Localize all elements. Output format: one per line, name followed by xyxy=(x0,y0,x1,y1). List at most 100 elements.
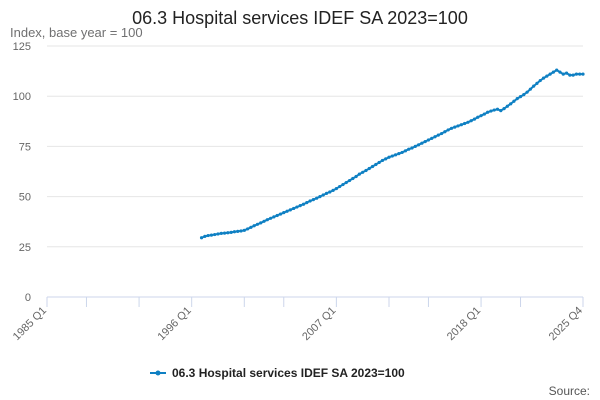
data-point-2024-Q4[interactable] xyxy=(568,73,572,77)
data-point-2014-Q3[interactable] xyxy=(433,135,437,139)
data-point-2016-Q2[interactable] xyxy=(456,124,460,128)
data-point-1998-Q3[interactable] xyxy=(222,231,227,235)
data-point-2008-Q1[interactable] xyxy=(347,178,352,183)
data-point-1998-Q1[interactable] xyxy=(216,232,220,236)
data-point-2020-Q2[interactable] xyxy=(509,102,513,106)
data-point-2005-Q4[interactable] xyxy=(318,195,322,199)
data-point-2013-Q2[interactable] xyxy=(416,143,421,147)
data-point-2009-Q2[interactable] xyxy=(364,168,368,173)
data-point-2006-Q1[interactable] xyxy=(321,193,325,197)
data-point-2023-Q3[interactable] xyxy=(551,70,556,74)
data-point-2002-Q2[interactable] xyxy=(272,215,276,219)
data-point-2018-Q2[interactable] xyxy=(482,112,486,116)
data-point-2012-Q2[interactable] xyxy=(403,149,408,153)
data-point-2017-Q4[interactable] xyxy=(476,115,480,119)
data-point-1999-Q4[interactable] xyxy=(239,229,243,233)
data-point-2019-Q2[interactable] xyxy=(495,107,500,111)
data-point-2018-Q1[interactable] xyxy=(479,114,483,118)
data-point-2003-Q3[interactable] xyxy=(288,208,292,212)
data-point-2010-Q3[interactable] xyxy=(380,158,385,163)
data-point-2003-Q1[interactable] xyxy=(282,211,286,215)
data-point-2015-Q3[interactable] xyxy=(446,128,450,132)
data-point-2002-Q1[interactable] xyxy=(269,216,273,220)
data-point-2015-Q4[interactable] xyxy=(449,126,454,130)
data-point-2013-Q1[interactable] xyxy=(413,144,417,148)
data-point-1999-Q1[interactable] xyxy=(229,230,233,234)
data-point-1998-Q2[interactable] xyxy=(219,231,223,235)
data-point-2000-Q4[interactable] xyxy=(252,224,256,228)
data-point-2025-Q3[interactable] xyxy=(578,72,582,76)
data-point-1996-Q4[interactable] xyxy=(199,236,204,240)
data-point-2004-Q2[interactable] xyxy=(298,204,302,208)
data-point-2001-Q4[interactable] xyxy=(265,218,269,222)
data-point-2023-Q1[interactable] xyxy=(545,74,549,78)
data-point-1999-Q3[interactable] xyxy=(236,229,240,233)
data-point-2013-Q3[interactable] xyxy=(420,141,424,145)
data-point-2012-Q4[interactable] xyxy=(410,146,414,150)
data-point-2024-Q3[interactable] xyxy=(564,71,569,75)
data-point-2014-Q2[interactable] xyxy=(430,136,434,140)
data-point-2024-Q1[interactable] xyxy=(558,70,562,74)
data-point-2007-Q2[interactable] xyxy=(338,184,342,189)
data-point-2025-Q4[interactable] xyxy=(581,72,585,76)
data-point-2022-Q4[interactable] xyxy=(541,76,546,80)
data-point-2007-Q4[interactable] xyxy=(344,180,348,185)
data-point-2006-Q2[interactable] xyxy=(324,191,329,195)
data-point-2020-Q3[interactable] xyxy=(512,99,516,103)
data-point-2022-Q3[interactable] xyxy=(538,78,542,83)
data-point-2021-Q1[interactable] xyxy=(518,95,523,99)
data-point-2021-Q2[interactable] xyxy=(522,92,526,97)
data-point-2010-Q2[interactable] xyxy=(377,160,381,165)
data-point-2019-Q4[interactable] xyxy=(502,107,506,111)
data-point-2012-Q3[interactable] xyxy=(407,147,411,151)
data-point-2009-Q4[interactable] xyxy=(370,164,375,169)
data-point-2025-Q2[interactable] xyxy=(574,72,579,76)
data-point-2021-Q4[interactable] xyxy=(528,87,532,91)
data-point-1998-Q4[interactable] xyxy=(226,231,230,235)
data-point-2008-Q4[interactable] xyxy=(357,172,361,176)
data-point-2022-Q1[interactable] xyxy=(532,84,536,88)
legend[interactable]: 06.3 Hospital services IDEF SA 2023=100 xyxy=(150,366,405,380)
data-point-2007-Q1[interactable] xyxy=(334,186,338,191)
data-point-2005-Q3[interactable] xyxy=(315,196,319,200)
data-point-2016-Q1[interactable] xyxy=(453,125,457,129)
data-point-2001-Q1[interactable] xyxy=(255,222,260,226)
data-point-2023-Q4[interactable] xyxy=(555,68,559,72)
legend-label[interactable]: 06.3 Hospital services IDEF SA 2023=100 xyxy=(172,366,405,380)
data-point-2011-Q1[interactable] xyxy=(387,155,391,159)
data-point-2002-Q3[interactable] xyxy=(275,213,279,218)
data-point-2004-Q1[interactable] xyxy=(295,205,299,209)
data-point-2016-Q3[interactable] xyxy=(459,123,463,127)
data-point-2012-Q1[interactable] xyxy=(400,150,404,155)
data-point-2011-Q2[interactable] xyxy=(390,154,394,158)
data-point-2000-Q1[interactable] xyxy=(242,228,246,232)
data-point-2013-Q4[interactable] xyxy=(423,139,427,144)
data-point-2001-Q3[interactable] xyxy=(262,219,266,223)
data-point-2017-Q2[interactable] xyxy=(469,119,473,123)
data-point-2021-Q3[interactable] xyxy=(525,90,529,94)
data-point-2004-Q4[interactable] xyxy=(305,201,309,205)
data-point-2004-Q3[interactable] xyxy=(301,202,306,206)
data-point-2002-Q4[interactable] xyxy=(278,212,283,216)
data-point-2010-Q1[interactable] xyxy=(374,162,378,167)
data-point-2014-Q1[interactable] xyxy=(426,138,431,142)
data-point-2011-Q3[interactable] xyxy=(393,153,398,157)
data-point-2015-Q2[interactable] xyxy=(443,130,447,134)
data-point-2023-Q2[interactable] xyxy=(548,72,552,76)
data-point-1997-Q3[interactable] xyxy=(209,233,214,237)
data-point-2009-Q3[interactable] xyxy=(367,166,371,171)
data-point-2006-Q3[interactable] xyxy=(328,190,332,194)
data-point-2014-Q4[interactable] xyxy=(436,133,440,137)
data-point-2005-Q2[interactable] xyxy=(311,198,315,202)
data-point-2006-Q4[interactable] xyxy=(331,188,335,192)
data-point-2019-Q1[interactable] xyxy=(492,108,496,112)
data-point-2017-Q3[interactable] xyxy=(472,117,477,121)
data-point-2018-Q4[interactable] xyxy=(489,109,493,113)
data-point-2020-Q1[interactable] xyxy=(505,104,509,108)
data-point-2003-Q2[interactable] xyxy=(285,209,289,213)
data-point-2005-Q1[interactable] xyxy=(308,199,312,203)
data-point-2017-Q1[interactable] xyxy=(466,120,470,124)
data-point-1999-Q2[interactable] xyxy=(232,230,237,234)
data-point-1997-Q1[interactable] xyxy=(203,234,207,238)
data-point-2016-Q4[interactable] xyxy=(463,121,467,126)
